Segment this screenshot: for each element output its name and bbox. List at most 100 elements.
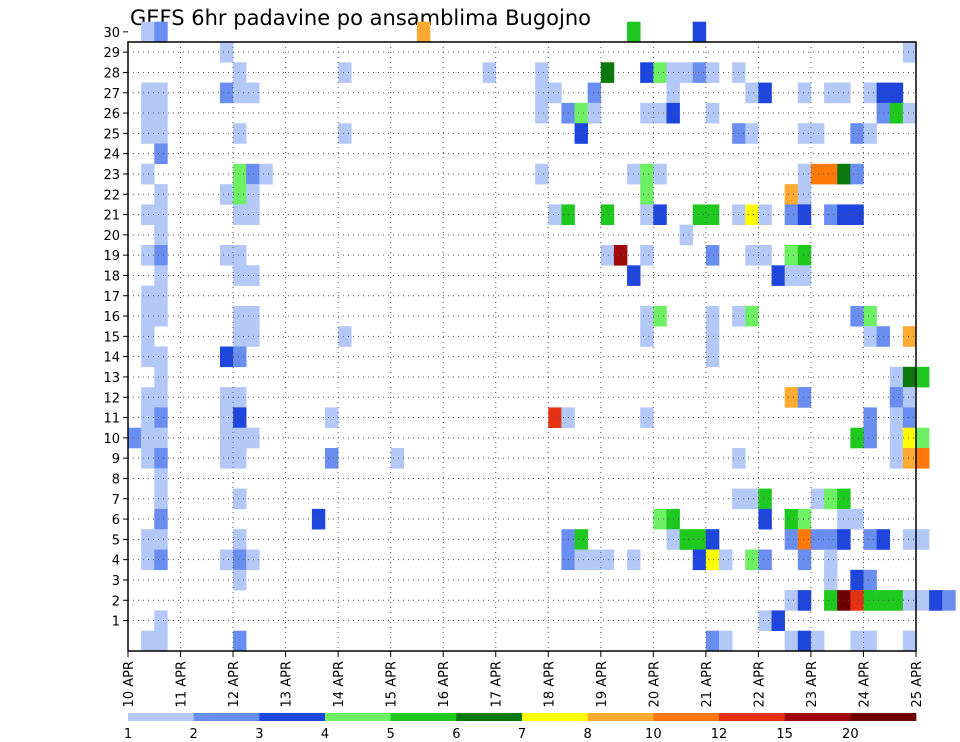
heatmap-cell xyxy=(246,82,260,104)
heatmap-cell xyxy=(824,569,838,591)
heatmap-cell xyxy=(653,508,667,530)
heatmap-cell xyxy=(824,204,838,225)
heatmap-cell xyxy=(863,82,877,104)
x-tick-label: 15 APR xyxy=(385,661,400,707)
y-tick-label: 14 xyxy=(103,351,120,366)
heatmap-cell xyxy=(154,529,168,550)
heatmap-cell xyxy=(758,82,772,104)
heatmap-cell xyxy=(154,610,168,631)
heatmap-cell xyxy=(705,62,720,83)
heatmap-cell xyxy=(758,245,772,266)
heatmap-cell xyxy=(600,245,615,266)
heatmap-cell xyxy=(141,163,155,185)
heatmap-cell xyxy=(233,529,247,550)
heatmap-cell xyxy=(745,245,759,266)
heatmap-cell xyxy=(141,245,155,266)
heatmap-cell xyxy=(154,488,168,510)
heatmap-cell xyxy=(535,82,549,104)
heatmap-cell xyxy=(863,407,877,428)
heatmap-cell xyxy=(824,488,838,510)
heatmap-cell xyxy=(797,163,812,185)
chart-title: GEFS 6hr padavine po ansamblima Bugojno xyxy=(130,6,591,30)
colorbar-swatch xyxy=(456,713,523,721)
colorbar-label: 12 xyxy=(711,727,728,742)
heatmap-cell xyxy=(141,285,155,307)
heatmap-cell xyxy=(784,529,799,550)
colorbar-label: 10 xyxy=(645,727,662,742)
y-tick-label: 27 xyxy=(103,87,120,102)
heatmap-cell xyxy=(850,630,864,652)
heatmap-cell xyxy=(824,529,838,550)
x-axis: 10 APR 11 APR 12 APR 13 APR 14 APR 15 APR 16 A… xyxy=(122,651,925,707)
heatmap-cell xyxy=(889,407,904,428)
heatmap-cell xyxy=(902,529,917,550)
y-tick-label: 6 xyxy=(112,513,120,528)
heatmap-cell xyxy=(154,366,168,388)
heatmap-cell xyxy=(600,62,615,83)
heatmap-cell xyxy=(154,427,168,449)
heatmap-cell xyxy=(416,21,431,43)
heatmap-cell xyxy=(902,630,917,652)
heatmap-cell xyxy=(850,427,864,449)
heatmap-cell xyxy=(219,448,234,469)
heatmap-cell xyxy=(141,305,155,327)
colorbar: 1 2 3 4 5 6 7 8 10 12 15 20 xyxy=(124,713,917,742)
heatmap-cell xyxy=(797,123,812,144)
heatmap-cell xyxy=(535,163,549,185)
heatmap-cell xyxy=(784,204,799,225)
heatmap-cell xyxy=(889,102,904,124)
heatmap-cell xyxy=(745,204,759,225)
colorbar-swatch xyxy=(259,713,326,721)
heatmap-cell xyxy=(233,204,247,225)
y-tick-label: 5 xyxy=(112,533,120,548)
heatmap-cell xyxy=(902,448,917,469)
colorbar-label: 4 xyxy=(321,727,329,742)
heatmap-cell xyxy=(824,163,838,185)
heatmap-cell xyxy=(325,448,339,469)
heatmap-cell xyxy=(916,590,930,611)
heatmap-cell xyxy=(653,163,667,185)
heatmap-cell xyxy=(705,204,720,225)
heatmap-cell xyxy=(233,630,247,652)
heatmap-cell xyxy=(850,508,864,530)
heatmap-cell xyxy=(916,448,930,469)
colorbar-swatch xyxy=(390,713,457,721)
heatmap-cell xyxy=(902,326,917,347)
colorbar-swatch xyxy=(128,713,194,721)
colorbar-swatch xyxy=(850,713,917,721)
heatmap-cell xyxy=(154,21,168,43)
y-tick-label: 19 xyxy=(103,249,120,264)
heatmap-cell xyxy=(889,366,904,388)
heatmap-cell xyxy=(141,407,155,428)
heatmap-cell xyxy=(233,265,247,286)
heatmap-cell xyxy=(390,448,405,469)
heatmap-cell xyxy=(889,427,904,449)
heatmap-cell xyxy=(154,184,168,205)
heatmap-cell xyxy=(154,102,168,124)
heatmap-cell xyxy=(719,549,733,571)
heatmap-cell xyxy=(758,488,772,510)
x-tick-label: 21 APR xyxy=(700,661,715,707)
heatmap-cell xyxy=(627,21,641,43)
heatmap-cell xyxy=(154,305,168,327)
y-tick-label: 25 xyxy=(103,127,120,142)
heatmap-cell xyxy=(863,123,877,144)
y-tick-label: 18 xyxy=(103,269,120,284)
colorbar-label: 20 xyxy=(842,727,859,742)
y-tick-label: 16 xyxy=(103,310,120,325)
heatmap-cell xyxy=(797,245,812,266)
cells-layer xyxy=(128,21,956,652)
y-tick-label: 15 xyxy=(103,330,120,345)
heatmap-cell xyxy=(141,123,155,144)
heatmap-cell xyxy=(154,468,168,489)
heatmap-cell xyxy=(587,82,602,104)
heatmap-cell xyxy=(784,630,799,652)
heatmap-cell xyxy=(692,204,707,225)
heatmap-cell xyxy=(154,285,168,307)
y-tick-label: 11 xyxy=(103,412,120,427)
heatmap-cell xyxy=(325,407,339,428)
x-tick-label: 20 APR xyxy=(647,661,662,707)
heatmap-cell xyxy=(233,82,247,104)
heatmap-cell xyxy=(758,549,772,571)
